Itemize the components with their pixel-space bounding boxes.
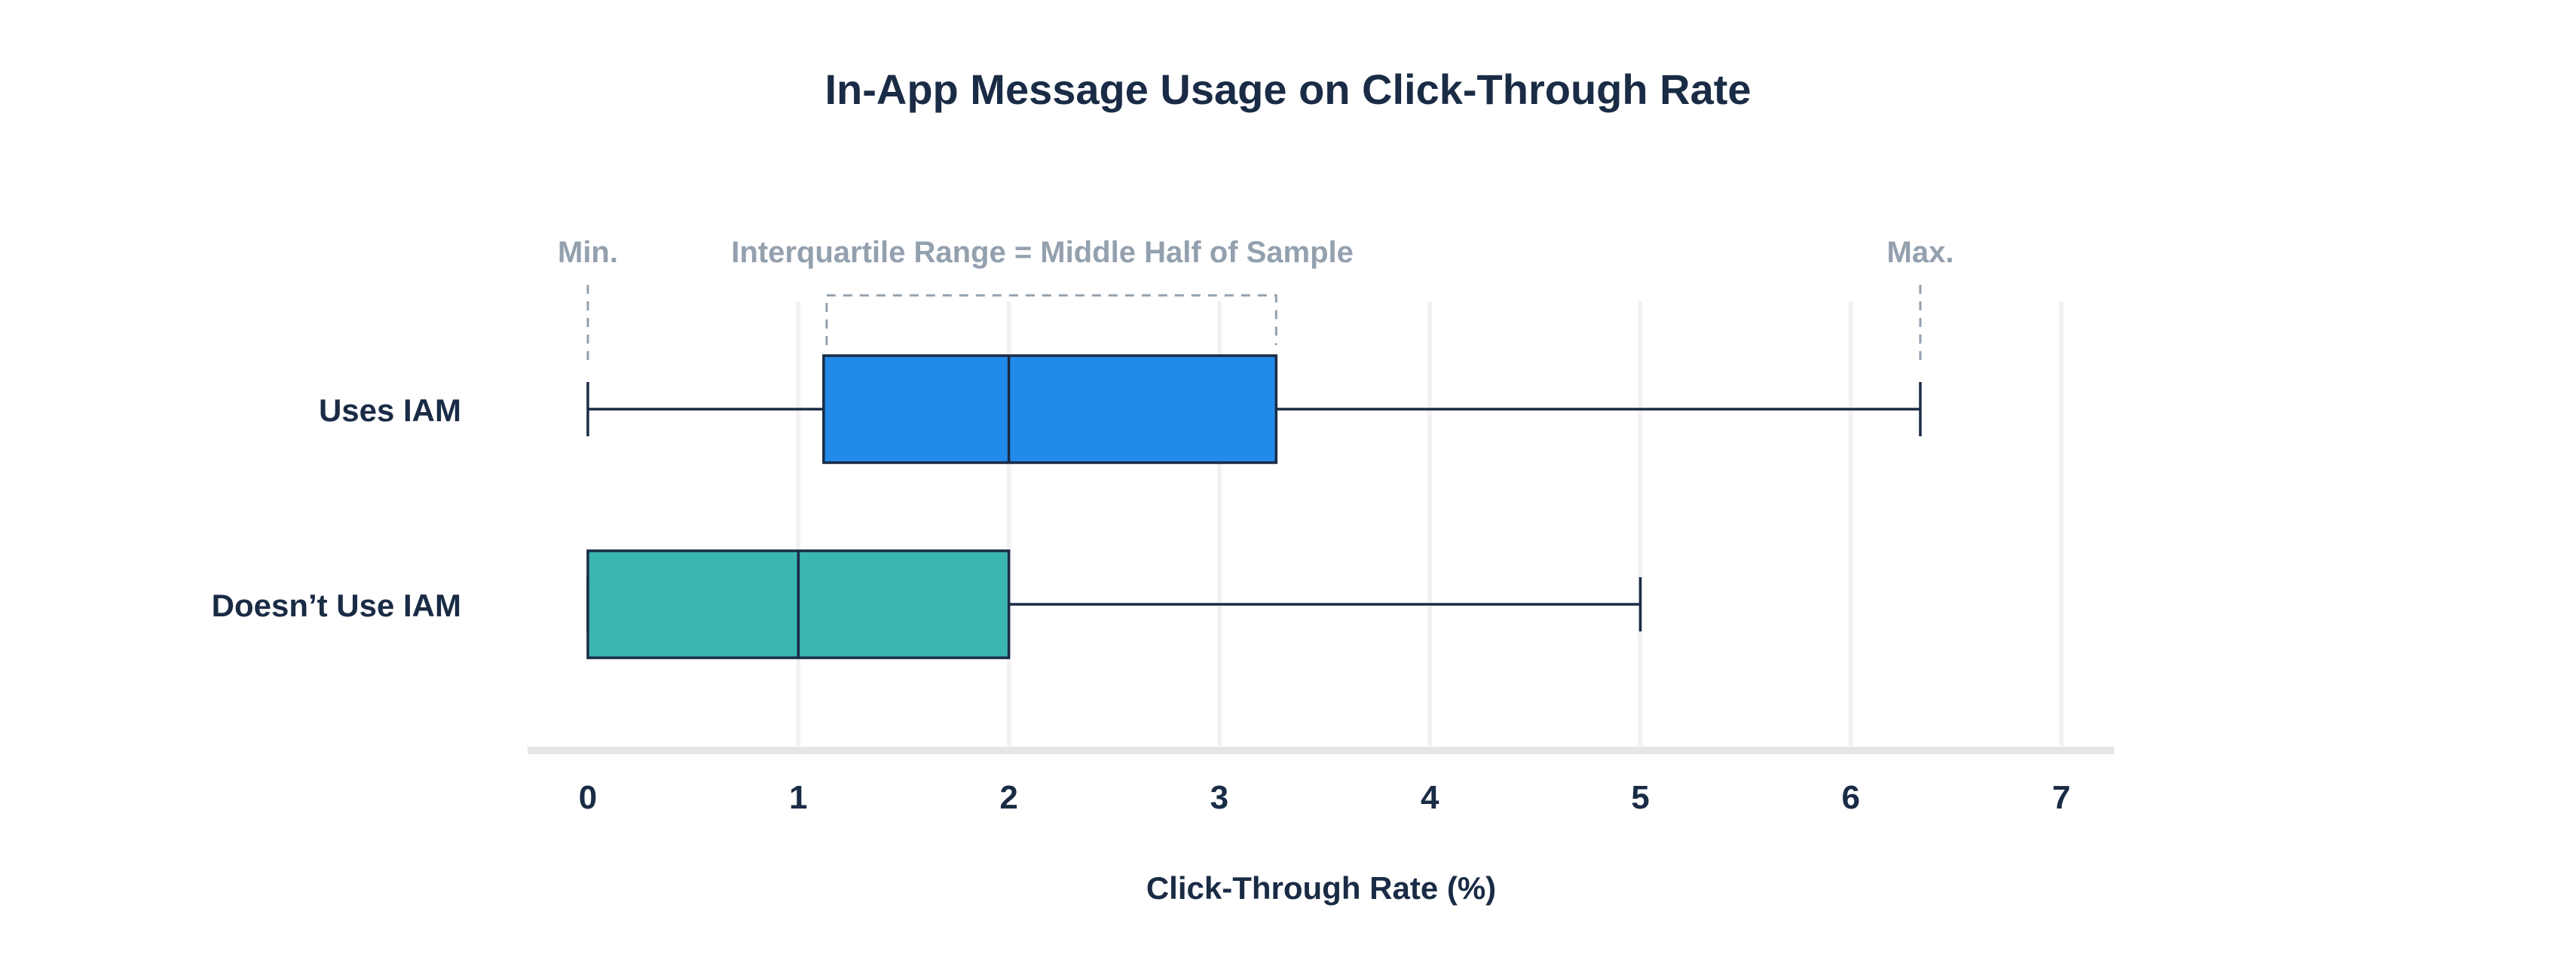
box-row: Doesn’t Use IAM xyxy=(212,549,1642,659)
x-tick-label: 0 xyxy=(579,779,597,816)
iqr-annotation: Interquartile Range = Middle Half of Sam… xyxy=(731,236,1354,269)
iqr-box xyxy=(822,354,1278,464)
box-row: Uses IAM xyxy=(319,354,1922,464)
iqr-bracket xyxy=(825,294,1277,345)
min-annotation: Min. xyxy=(558,236,618,269)
annotations: Min. Interquartile Range = Middle Half o… xyxy=(558,236,1953,363)
chart-title: In-App Message Usage on Click-Through Ra… xyxy=(825,66,1751,113)
x-tick-label: 7 xyxy=(2052,779,2070,816)
x-tick-label: 2 xyxy=(999,779,1017,816)
max-annotation: Max. xyxy=(1887,236,1954,269)
x-tick-label: 5 xyxy=(1631,779,1649,816)
x-tick-label: 1 xyxy=(789,779,807,816)
x-tick-label: 3 xyxy=(1210,779,1228,816)
box-series: Uses IAM Doesn’t Use IAM xyxy=(212,354,1922,659)
x-axis-ticks: 0 1 2 3 4 5 6 7 xyxy=(579,779,2071,816)
x-tick-label: 4 xyxy=(1421,779,1439,816)
category-label: Uses IAM xyxy=(319,393,461,428)
category-label: Doesn’t Use IAM xyxy=(212,588,461,623)
x-axis-title: Click-Through Rate (%) xyxy=(1146,870,1496,906)
x-tick-label: 6 xyxy=(1842,779,1860,816)
